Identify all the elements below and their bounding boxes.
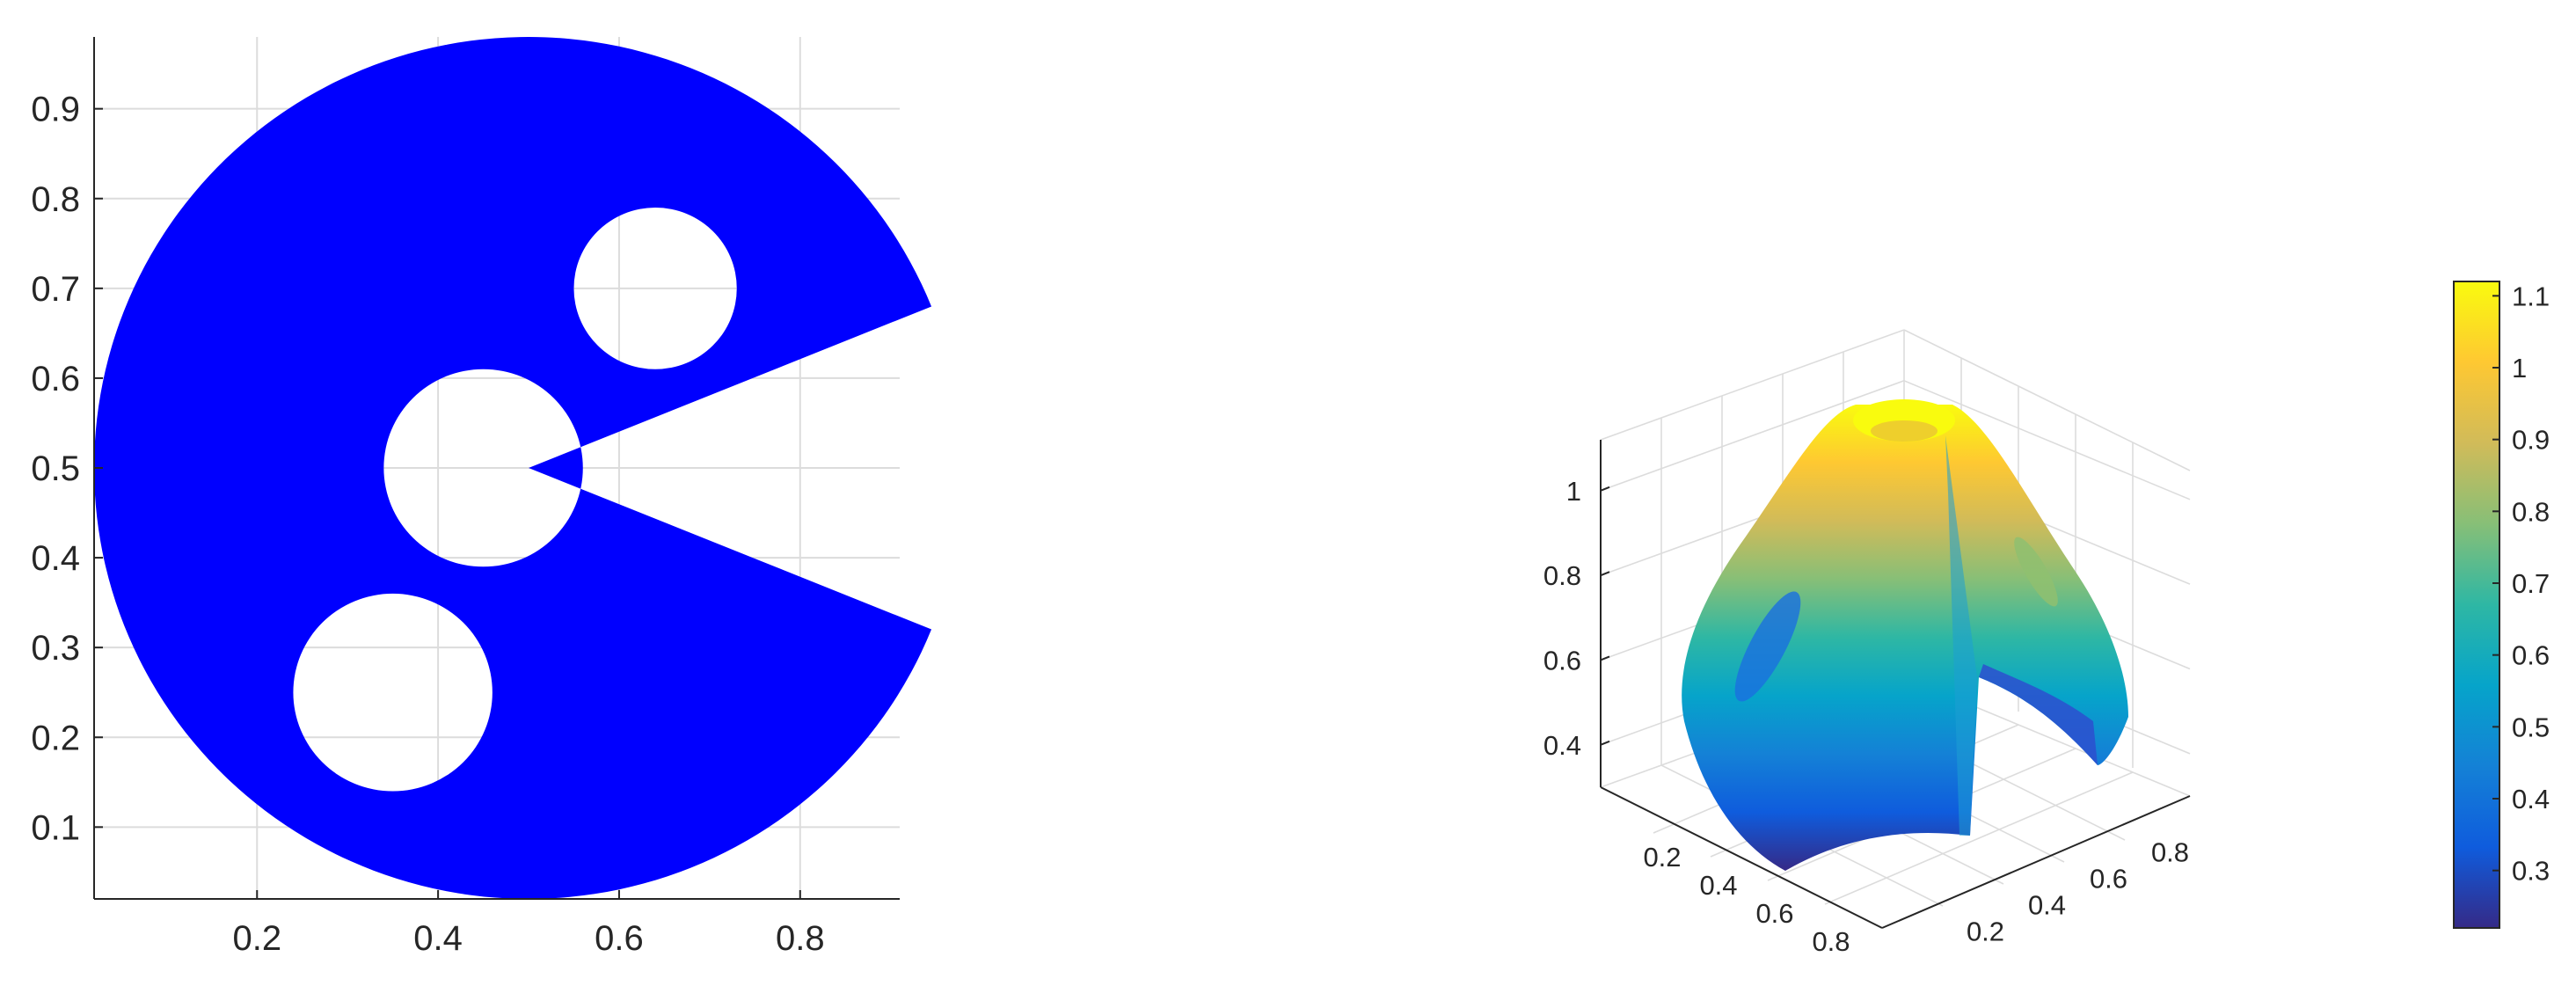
- surface-hole: [1734, 591, 1801, 702]
- z-tick: [1600, 571, 1610, 577]
- z-tick-label: 0.6: [1543, 645, 1581, 676]
- y-tick-label: 0.5: [31, 449, 80, 488]
- colorbar-tick-label: 0.8: [2512, 496, 2550, 527]
- scatter-axes: [93, 37, 900, 900]
- surface-hole: [2014, 537, 2058, 607]
- y-tick-label: 0.6: [31, 360, 80, 398]
- surface-y-tick-labels: 0.2 0.4 0.6 0.8: [1967, 837, 2189, 947]
- x-tick-label: 0.8: [1812, 926, 1850, 957]
- y-tick-label: 0.7: [31, 270, 80, 309]
- scatter-plot: 0.2 0.4 0.6 0.8 0.1 0.2 0.3 0.4 0.5 0.6 0.7 0.8 0.9: [31, 36, 932, 958]
- domain-point-cloud: [94, 36, 932, 899]
- box-gridline: [1600, 380, 1905, 492]
- colorbar-strip: [2453, 281, 2500, 929]
- x-tick-label: 0.4: [1699, 870, 1737, 901]
- colorbar-tick-label: 0.6: [2512, 640, 2550, 671]
- scatter-y-tick-labels: 0.1 0.2 0.3 0.4 0.5 0.6 0.7 0.8 0.9: [31, 91, 80, 848]
- box-gridline: [1903, 380, 2191, 500]
- colorbar-tick-label: 1.1: [2512, 281, 2550, 311]
- z-tick: [1600, 655, 1610, 661]
- y-tick-label: 0.8: [31, 180, 80, 219]
- y-tick-label: 0.3: [31, 629, 80, 668]
- surface-plot: 0.4 0.6 0.8 1 0.2 0.4 0.6 0.8 0.2 0.4 0.6 0.8: [1543, 329, 2191, 957]
- y-tick-label: 0.8: [2151, 837, 2189, 868]
- x-tick-label: 0.2: [1643, 842, 1681, 873]
- surface-slit: [1945, 435, 1977, 836]
- y-tick-label: 0.4: [31, 539, 80, 578]
- y-tick-label: 0.2: [1967, 917, 2004, 947]
- colorbar-tick-label: 0.7: [2512, 568, 2550, 599]
- colorbar-tick-label: 0.5: [2512, 712, 2550, 742]
- y-tick-label: 0.4: [2028, 890, 2066, 921]
- x-axis-line: [1600, 786, 1883, 929]
- box-gridline: [1824, 771, 2134, 905]
- surface-z-tick-labels: 0.4 0.6 0.8 1: [1543, 476, 1581, 761]
- surface-mesh: [1682, 399, 2128, 871]
- colorbar-tick-labels: 0.3 0.4 0.5 0.6 0.7 0.8 0.9 1 1.1: [2492, 281, 2550, 887]
- y-tick-label: 0.2: [31, 719, 80, 757]
- colorbar-tick-label: 0.4: [2512, 784, 2550, 814]
- surface-axes: [1600, 440, 2191, 929]
- z-tick: [1600, 486, 1610, 492]
- surface-inner-fold: [1979, 664, 2098, 765]
- surface-body: [1682, 405, 2128, 871]
- colorbar-tick-label: 1: [2512, 353, 2527, 383]
- z-tick: [1600, 740, 1610, 746]
- x-tick-label: 0.6: [595, 919, 644, 958]
- y-tick-label: 0.1: [31, 808, 80, 847]
- colorbar: 0.3 0.4 0.5 0.6 0.7 0.8 0.9 1 1.1: [2453, 281, 2550, 929]
- colorbar-tick-label: 0.3: [2512, 856, 2550, 887]
- box-gridline: [1600, 329, 1905, 441]
- y-tick-label: 0.6: [2090, 864, 2127, 895]
- surface-x-tick-labels: 0.2 0.4 0.6 0.8: [1643, 842, 1850, 957]
- x-tick-label: 0.8: [776, 919, 825, 958]
- x-tick-label: 0.6: [1755, 898, 1793, 929]
- z-tick-label: 0.4: [1543, 730, 1581, 761]
- surface-top-rim: [1871, 420, 1937, 442]
- z-tick-label: 0.8: [1543, 560, 1581, 591]
- x-tick-label: 0.2: [232, 919, 281, 958]
- y-tick-label: 0.9: [31, 91, 80, 129]
- x-tick-label: 0.4: [413, 919, 463, 958]
- y-axis-line: [1881, 795, 2191, 929]
- colorbar-tick-label: 0.9: [2512, 425, 2550, 456]
- z-tick-label: 1: [1566, 476, 1581, 507]
- box-gridline: [1903, 329, 2191, 471]
- scatter-x-tick-labels: 0.2 0.4 0.6 0.8: [232, 919, 824, 958]
